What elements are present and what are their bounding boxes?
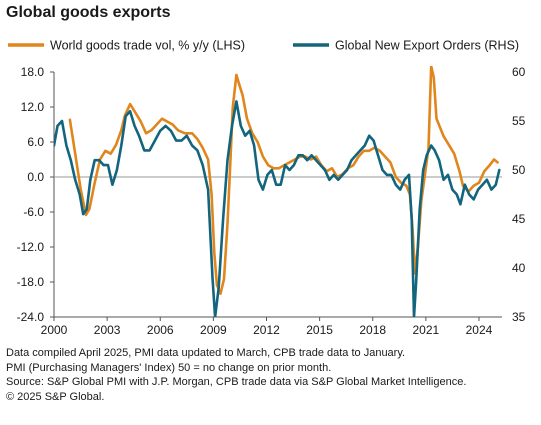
footnote-line: Data compiled April 2025, PMI data updat… bbox=[6, 347, 406, 359]
left-tick-label: 12.0 bbox=[21, 100, 45, 114]
footnotes: Data compiled April 2025, PMI data updat… bbox=[6, 346, 536, 404]
chart-svg: World goods trade vol, % y/y (LHS) Globa… bbox=[8, 39, 526, 337]
left-tick-label: -24.0 bbox=[17, 310, 45, 324]
left-tick-label: 0.0 bbox=[27, 170, 44, 184]
x-tick-label: 2015 bbox=[306, 323, 333, 337]
legend-label-trade: World goods trade vol, % y/y (LHS) bbox=[50, 39, 245, 53]
series-line-pmi bbox=[54, 100, 501, 317]
right-tick-label: 60 bbox=[512, 65, 526, 79]
x-tick-label: 2012 bbox=[253, 323, 280, 337]
x-tick-label: 2000 bbox=[41, 323, 68, 337]
right-tick-label: 45 bbox=[512, 212, 526, 226]
x-tick-label: 2018 bbox=[359, 323, 386, 337]
x-tick-label: 2006 bbox=[147, 323, 174, 337]
x-tick-label: 2021 bbox=[413, 323, 440, 337]
right-tick-label: 55 bbox=[512, 114, 526, 128]
plot-lines bbox=[54, 66, 501, 317]
left-tick-label: 18.0 bbox=[21, 65, 45, 79]
right-tick-label: 35 bbox=[512, 310, 526, 324]
right-tick-label: 50 bbox=[512, 163, 526, 177]
x-tick-label: 2024 bbox=[466, 323, 493, 337]
left-tick-label: -6.0 bbox=[23, 205, 44, 219]
footnote-line: © 2025 S&P Global. bbox=[6, 390, 105, 403]
chart-title: Global goods exports bbox=[6, 4, 171, 21]
left-tick-label: -12.0 bbox=[17, 240, 45, 254]
x-tick-label: 2003 bbox=[94, 323, 121, 337]
legend-label-pmi: Global New Export Orders (RHS) bbox=[335, 39, 519, 53]
left-tick-label: -18.0 bbox=[17, 275, 45, 289]
series-line-trade bbox=[68, 66, 499, 295]
footnote-line: PMI (Purchasing Managers' Index) 50 = no… bbox=[6, 361, 332, 374]
right-tick-label: 40 bbox=[512, 261, 526, 275]
footnote-line: Source: S&P Global PMI with J.P. Morgan,… bbox=[6, 376, 467, 389]
x-tick-label: 2009 bbox=[200, 323, 227, 337]
left-tick-label: 6.0 bbox=[27, 135, 44, 149]
tick-labels: 2000 2003 2006 2009 2012 2015 2018 2021 2024 18.0… bbox=[17, 65, 526, 337]
legend: World goods trade vol, % y/y (LHS) Globa… bbox=[8, 39, 519, 53]
axes bbox=[50, 71, 502, 321]
